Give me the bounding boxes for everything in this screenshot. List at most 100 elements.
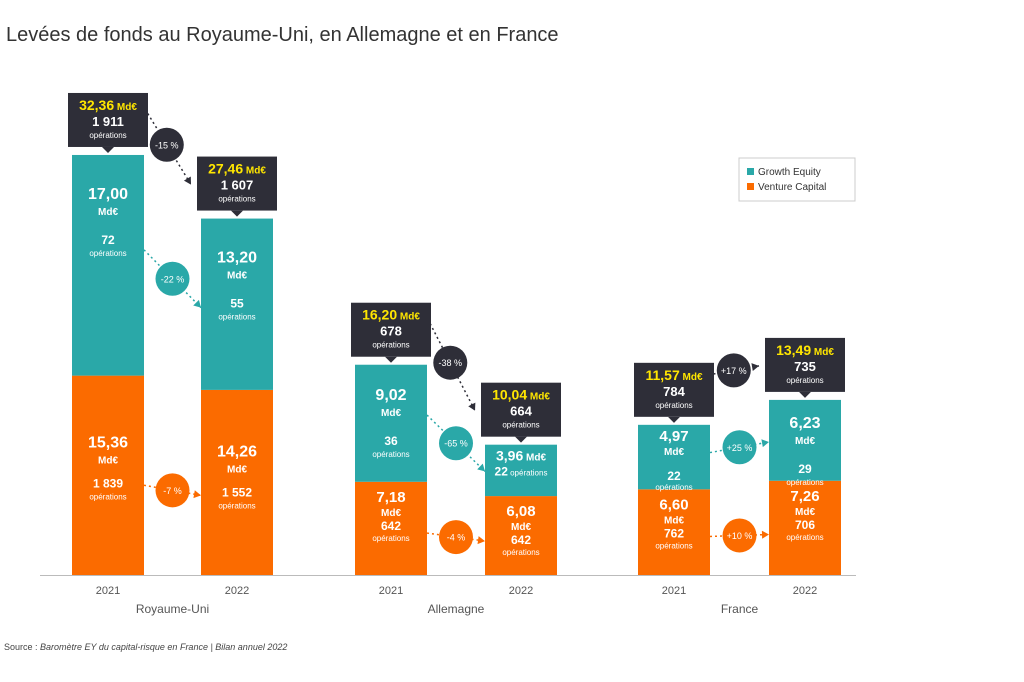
growth-unit-label: Md€ — [227, 271, 247, 282]
growth-unit-label: Md€ — [98, 207, 118, 218]
venture-change-label: +10 % — [727, 531, 753, 541]
x-tick-year-label: 2021 — [662, 585, 686, 597]
growth-ops-count: 29 — [798, 462, 812, 476]
venture-ops-label: opérations — [218, 502, 255, 511]
total-callout-box — [197, 156, 277, 211]
total-ops-label: opérations — [786, 376, 823, 385]
bar-venture-capital — [638, 489, 710, 575]
growth-unit-label: Md€ — [381, 408, 401, 419]
total-unit: Md€ — [680, 372, 703, 383]
total-callout-pointer — [668, 416, 680, 423]
growth-ops-label: opérations — [372, 450, 409, 459]
venture-unit-label: Md€ — [98, 455, 118, 466]
total-arrow-head — [468, 402, 476, 411]
x-tick-year-label: 2022 — [225, 585, 249, 597]
total-value: 32,36 — [79, 97, 114, 113]
venture-ops-count: 642 — [511, 533, 531, 547]
country-label: France — [721, 602, 759, 616]
total-callout-box — [481, 382, 561, 437]
venture-change-badge — [722, 518, 757, 553]
growth-arrow-head — [193, 299, 201, 308]
total-callout-box — [634, 362, 714, 417]
growth-value: 3,96 — [496, 448, 523, 464]
venture-unit-label: Md€ — [795, 507, 815, 518]
growth-ops-count: 72 — [101, 233, 115, 247]
legend-swatch-venture-capital — [747, 183, 754, 190]
bar-growth-equity — [201, 218, 273, 390]
venture-value-label: 7,18 — [376, 489, 405, 506]
total-change-label: +17 % — [721, 366, 747, 376]
x-tick-year-label: 2021 — [96, 585, 120, 597]
total-value-label: 13,49 Md€ — [776, 342, 834, 358]
growth-value-label: 9,02 — [375, 387, 406, 404]
venture-unit-label: Md€ — [511, 522, 531, 533]
total-unit: Md€ — [114, 102, 137, 113]
source-prefix: Source : — [4, 642, 41, 652]
bar-growth-equity — [769, 399, 841, 481]
total-value-label: 16,20 Md€ — [362, 307, 420, 323]
total-unit: Md€ — [243, 166, 266, 177]
venture-ops-label: opérations — [372, 534, 409, 543]
growth-unit-label: Md€ — [664, 447, 684, 458]
venture-value-label: 15,36 — [88, 434, 128, 451]
growth-change-badge — [155, 261, 190, 296]
growth-ops-line: 22 opérations — [495, 465, 548, 479]
growth-arrow-head — [761, 439, 769, 448]
growth-value-label: 3,96 Md€ — [496, 448, 546, 464]
total-callout-box — [351, 302, 431, 357]
total-ops-label: opérations — [372, 341, 409, 350]
total-value-label: 32,36 Md€ — [79, 97, 137, 113]
growth-ops-count: 22 — [667, 469, 681, 483]
total-ops-count: 784 — [663, 384, 685, 399]
bar-growth-equity — [72, 154, 144, 376]
source-text: Baromètre EY du capital-risque en France… — [40, 642, 288, 652]
source-note: Source : Baromètre EY du capital-risque … — [4, 642, 287, 652]
venture-value-label: 6,60 — [659, 496, 688, 513]
total-ops-label: opérations — [89, 131, 126, 140]
total-value: 16,20 — [362, 307, 397, 323]
growth-value-label: 4,97 — [659, 428, 688, 445]
total-callout-pointer — [799, 391, 811, 398]
growth-unit-label: Md€ — [795, 436, 815, 447]
legend-swatch-growth-equity — [747, 168, 754, 175]
venture-ops-count: 642 — [381, 519, 401, 533]
growth-change-badge — [722, 430, 757, 465]
venture-value-label: 7,26 — [790, 488, 819, 505]
total-ops-count: 678 — [380, 324, 402, 339]
growth-ops-label: opérations — [89, 249, 126, 258]
venture-arrow-head — [477, 536, 485, 545]
total-change-badge — [716, 353, 751, 388]
x-tick-year-label: 2021 — [379, 585, 403, 597]
total-ops-label: opérations — [502, 421, 539, 430]
legend-label: Growth Equity — [758, 167, 821, 178]
total-ops-count: 735 — [794, 359, 816, 374]
total-change-label: -38 % — [439, 358, 463, 368]
growth-value-label: 13,20 — [217, 250, 257, 267]
venture-ops-count: 1 552 — [222, 486, 252, 500]
total-arrow-head — [751, 363, 759, 372]
total-callout-pointer — [231, 210, 243, 217]
total-ops-count: 664 — [510, 404, 532, 419]
legend-label: Venture Capital — [758, 182, 826, 193]
growth-value-label: 6,23 — [789, 415, 820, 432]
bar-growth-equity — [485, 444, 557, 497]
growth-ops-count: 22 — [495, 465, 509, 479]
bar-growth-equity — [355, 364, 427, 482]
venture-unit-label: Md€ — [227, 465, 247, 476]
venture-unit-label: Md€ — [664, 515, 684, 526]
total-unit: Md€ — [527, 392, 550, 403]
growth-change-label: +25 % — [727, 443, 753, 453]
growth-change-label: -22 % — [161, 274, 185, 284]
total-callout-pointer — [102, 146, 114, 153]
chart-title: Levées de fonds au Royaume-Uni, en Allem… — [6, 24, 559, 46]
venture-arrow-head — [761, 530, 769, 539]
total-callout-pointer — [515, 436, 527, 443]
venture-arrow-head — [193, 490, 201, 499]
growth-arrow-head — [477, 463, 485, 472]
total-ops-count: 1 911 — [92, 114, 124, 129]
total-change-badge — [433, 345, 468, 380]
bar-venture-capital — [355, 481, 427, 575]
growth-change-badge — [439, 426, 473, 461]
total-ops-label: opérations — [655, 401, 692, 410]
